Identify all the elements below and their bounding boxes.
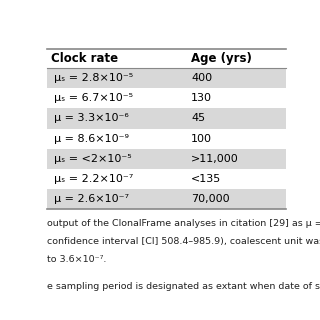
Text: output of the ClonalFrame analyses in citation [29] as μ = t: output of the ClonalFrame analyses in ci…: [47, 219, 320, 228]
Bar: [47, 68, 285, 88]
Bar: [47, 169, 285, 189]
Text: confidence interval [CI] 508.4–985.9), coalescent unit was 4: confidence interval [CI] 508.4–985.9), c…: [47, 237, 320, 246]
Text: 45: 45: [191, 114, 205, 124]
Text: μₛ = <2×10⁻⁵: μₛ = <2×10⁻⁵: [54, 154, 131, 164]
Text: >11,000: >11,000: [191, 154, 239, 164]
Text: <135: <135: [191, 174, 221, 184]
Text: Age (yrs): Age (yrs): [191, 52, 252, 65]
Text: 70,000: 70,000: [191, 194, 230, 204]
Text: 130: 130: [191, 93, 212, 103]
Bar: [47, 129, 285, 149]
Text: μₛ = 6.7×10⁻⁵: μₛ = 6.7×10⁻⁵: [54, 93, 132, 103]
Text: μ = 8.6×10⁻⁹: μ = 8.6×10⁻⁹: [54, 134, 129, 144]
Text: μₛ = 2.8×10⁻⁵: μₛ = 2.8×10⁻⁵: [54, 73, 133, 83]
Text: μₛ = 2.2×10⁻⁷: μₛ = 2.2×10⁻⁷: [54, 174, 133, 184]
Bar: [47, 149, 285, 169]
Text: μ = 3.3×10⁻⁶: μ = 3.3×10⁻⁶: [54, 114, 128, 124]
Text: e sampling period is designated as extant when date of sa: e sampling period is designated as extan…: [47, 282, 320, 291]
Text: 100: 100: [191, 134, 212, 144]
Text: to 3.6×10⁻⁷.: to 3.6×10⁻⁷.: [47, 255, 107, 264]
Bar: [47, 88, 285, 108]
Bar: [47, 189, 285, 209]
Text: 400: 400: [191, 73, 212, 83]
Bar: [47, 108, 285, 129]
Text: μ = 2.6×10⁻⁷: μ = 2.6×10⁻⁷: [54, 194, 129, 204]
Text: Clock rate: Clock rate: [51, 52, 118, 65]
